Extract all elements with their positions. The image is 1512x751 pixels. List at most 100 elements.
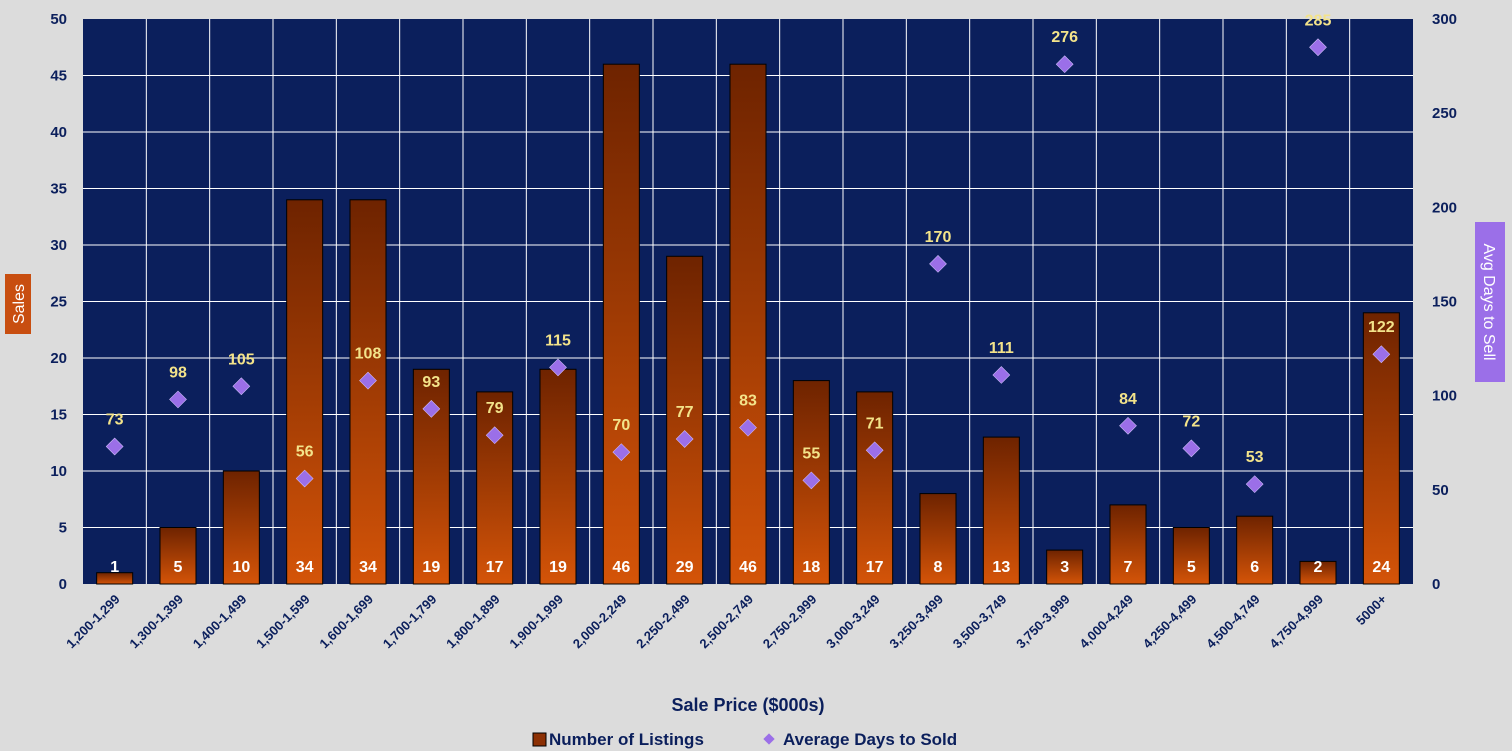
bar-value-label: 19: [422, 559, 440, 576]
point-value-label: 108: [355, 346, 382, 363]
x-tick-label: 4,750-4,999: [1266, 592, 1326, 652]
x-tick-label: 3,250-3,499: [886, 592, 946, 652]
bar-value-label: 10: [232, 559, 250, 576]
marker-point: [485, 426, 504, 445]
y-tick-label: 20: [50, 350, 67, 367]
y-tick-label: 15: [50, 407, 67, 424]
bar: [222, 470, 260, 585]
y-tick-label: 40: [50, 124, 67, 141]
bar: [1109, 504, 1147, 585]
y-tick-label: 5: [59, 520, 67, 537]
x-tick-label: 3,750-3,999: [1013, 592, 1073, 652]
x-tick-label: 5000+: [1353, 591, 1390, 628]
point-value-label: 276: [1051, 29, 1078, 46]
legend: Number of Listings Average Days to Sold: [532, 730, 957, 749]
bar: [159, 527, 197, 585]
marker-point: [802, 471, 821, 490]
marker-point: [865, 441, 884, 460]
legend-marker-swatch: [763, 733, 775, 745]
bar: [729, 63, 767, 585]
marker-point: [992, 366, 1011, 384]
bar-series: [96, 63, 1400, 585]
point-value-label: 98: [169, 364, 187, 381]
x-tick-label: 1,600-1,699: [316, 592, 376, 652]
point-value-label: 111: [989, 340, 1014, 357]
marker-point: [739, 418, 757, 437]
bar-value-label: 13: [992, 559, 1010, 576]
y-tick-label: 45: [50, 68, 67, 85]
y-tick-label: 0: [59, 576, 67, 593]
x-axis-ticks: 1,200-1,299 1,300-1,399 1,400-1,499 1,500-1…: [63, 591, 1390, 651]
x-tick-label: 1,700-1,799: [380, 592, 440, 652]
x-tick-label: 1,500-1,599: [253, 592, 313, 652]
point-value-label: 285: [1305, 12, 1332, 29]
point-value-label: 115: [545, 332, 571, 349]
y2-tick-label: 50: [1432, 482, 1449, 499]
marker-point: [549, 358, 567, 377]
bar: [286, 199, 324, 585]
bar-value-label: 18: [802, 559, 820, 576]
bar: [1046, 549, 1084, 585]
y-tick-label: 25: [50, 294, 67, 311]
bar: [476, 391, 514, 585]
bar-value-label: 34: [359, 559, 377, 576]
y2-axis-title-text: Avg Days to Sell: [1480, 243, 1497, 360]
bar-value-label: 3: [1060, 559, 1069, 576]
y-tick-label: 30: [50, 237, 67, 254]
legend-bar-swatch: [532, 732, 547, 747]
x-tick-label: 1,800-1,899: [443, 592, 503, 652]
bar: [1172, 527, 1210, 585]
bar: [982, 436, 1020, 585]
marker-series: [105, 38, 1391, 494]
y2-tick-label: 100: [1432, 388, 1457, 405]
bar-value-label: 1: [110, 559, 119, 576]
bar: [856, 391, 894, 585]
point-value-label: 170: [925, 229, 952, 246]
x-tick-label: 3,500-3,749: [950, 592, 1010, 652]
legend-bar-label: Number of Listings: [549, 730, 704, 749]
marker-point: [929, 254, 947, 273]
y-tick-label: 10: [50, 463, 67, 480]
bar: [602, 63, 640, 585]
marker-point: [1055, 55, 1074, 74]
data-labels: 1 5 10 34 34 19 17 19 46 29 46 18 17 8 13 3 7 5 6 2 24739810…: [106, 12, 1395, 576]
bar-value-label: 5: [174, 559, 183, 576]
bar-value-label: 46: [612, 559, 630, 576]
marker-point: [169, 390, 187, 409]
x-tick-label: 3,000-3,249: [823, 592, 883, 652]
x-tick-label: 4,500-4,749: [1203, 592, 1263, 652]
marker-point: [1309, 38, 1327, 57]
x-tick-label: 2,500-2,749: [696, 592, 756, 652]
marker-point: [295, 469, 314, 488]
x-tick-label: 4,250-4,499: [1140, 592, 1200, 652]
x-axis-title: Sale Price ($000s): [671, 695, 824, 715]
point-value-label: 71: [866, 415, 884, 432]
x-tick-label: 2,250-2,499: [633, 592, 693, 652]
x-tick-label: 2,000-2,249: [570, 592, 630, 652]
point-value-label: 93: [422, 374, 440, 391]
point-value-label: 72: [1182, 413, 1200, 430]
x-tick-label: 1,200-1,299: [63, 592, 123, 652]
bar: [539, 368, 577, 585]
point-value-label: 53: [1246, 449, 1264, 466]
bar-value-label: 29: [676, 559, 694, 576]
marker-point: [1182, 439, 1201, 458]
y2-tick-label: 150: [1432, 294, 1457, 311]
bar-value-label: 7: [1124, 559, 1133, 576]
y-tick-label: 50: [50, 11, 67, 28]
y2-tick-label: 250: [1432, 105, 1457, 122]
y-axis-title-text: Sales: [11, 284, 28, 324]
x-tick-label: 1,900-1,999: [506, 592, 566, 652]
point-value-label: 79: [486, 400, 504, 417]
point-value-label: 56: [296, 444, 314, 461]
point-value-label: 55: [802, 445, 820, 462]
bar: [666, 255, 704, 585]
legend-marker-label: Average Days to Sold: [783, 730, 957, 749]
x-tick-label: 4,000-4,249: [1076, 592, 1136, 652]
right-axis-ticks: 0 50 100 150 200 250 300: [1432, 11, 1457, 593]
marker-point: [612, 443, 631, 462]
marker-point: [1372, 345, 1391, 364]
y-axis-title: Sales: [5, 274, 31, 334]
marker-point: [1119, 416, 1137, 435]
x-tick-label: 1,400-1,499: [190, 592, 250, 652]
